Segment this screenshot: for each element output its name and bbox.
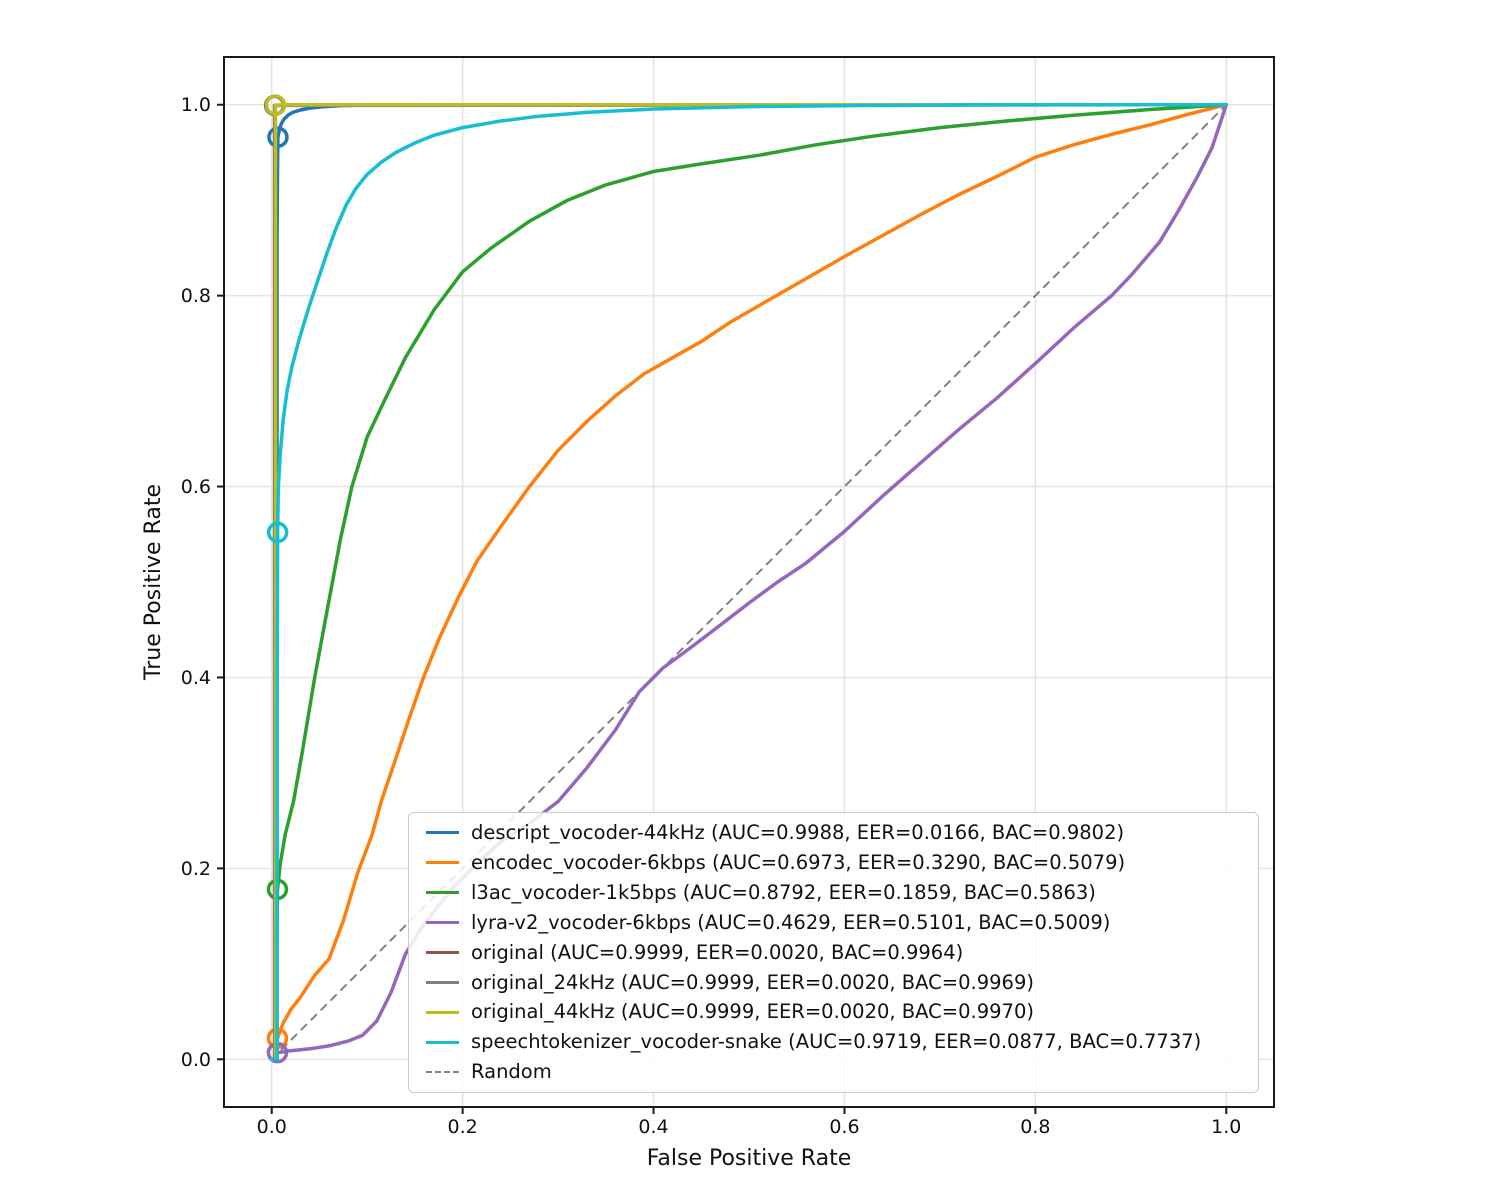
legend-entry-label: lyra-v2_vocoder-6kbps (AUC=0.4629, EER=0… xyxy=(471,910,1111,934)
x-tick-label: 1.0 xyxy=(1211,1116,1241,1138)
legend-entry-label: original_24kHz (AUC=0.9999, EER=0.0020, … xyxy=(471,970,1034,994)
op-point-marker-original_44kHz xyxy=(264,94,287,116)
op-point-marker-descript_vocoder-44kHz xyxy=(267,126,289,148)
legend-entry-original_44kHz: original_44kHz (AUC=0.9999, EER=0.0020, … xyxy=(409,998,1258,1026)
y-tick-label: 0.4 xyxy=(181,667,211,689)
curve-speechtokenizer_vocoder-snake xyxy=(269,102,1229,1062)
legend-line-sample xyxy=(426,980,459,984)
legend-entry-label: speechtokenizer_vocoder-snake (AUC=0.971… xyxy=(471,1030,1202,1054)
x-tick-label: 0.6 xyxy=(829,1116,859,1138)
legend-box: descript_vocoder-44kHz (AUC=0.9988, EER=… xyxy=(408,812,1259,1093)
legend-entry-label: original_44kHz (AUC=0.9999, EER=0.0020, … xyxy=(471,1000,1034,1024)
y-tick-label: 1.0 xyxy=(181,94,211,116)
legend-line-sample xyxy=(426,950,459,954)
legend-entry-label: encodec_vocoder-6kbps (AUC=0.6973, EER=0… xyxy=(471,851,1126,875)
legend-entry-label: descript_vocoder-44kHz (AUC=0.9988, EER=… xyxy=(471,821,1125,845)
legend-entry-encodec_vocoder-6kbps: encodec_vocoder-6kbps (AUC=0.6973, EER=0… xyxy=(409,849,1258,877)
x-tick-label: 0.8 xyxy=(1020,1116,1050,1138)
legend-entry-Random: Random xyxy=(409,1058,1258,1086)
curve-lyra-v2_vocoder-6kbps xyxy=(269,102,1229,1062)
legend-line-sample xyxy=(426,861,459,865)
x-tick-label: 0.4 xyxy=(638,1116,668,1138)
legend-entry-label: l3ac_vocoder-1k5bps (AUC=0.8792, EER=0.1… xyxy=(471,880,1096,904)
legend-line-sample xyxy=(426,891,459,895)
legend-entry-label: original (AUC=0.9999, EER=0.0020, BAC=0.… xyxy=(471,940,964,964)
legend-line-sample xyxy=(426,1040,459,1044)
legend-entry-lyra-v2_vocoder-6kbps: lyra-v2_vocoder-6kbps (AUC=0.4629, EER=0… xyxy=(409,909,1258,937)
legend-line-sample xyxy=(426,831,459,835)
legend-line-sample xyxy=(426,921,459,925)
op-point-marker-speechtokenizer_vocoder-snake xyxy=(266,521,289,544)
y-axis-label: True Positive Rate xyxy=(141,484,166,680)
x-axis-label: False Positive Rate xyxy=(646,1146,852,1171)
legend-entry-label: Random xyxy=(471,1060,552,1084)
curve-encodec_vocoder-6kbps xyxy=(269,102,1229,1062)
legend-line-sample xyxy=(426,1010,459,1014)
y-tick-label: 0.8 xyxy=(181,285,211,307)
legend-line-sample xyxy=(426,1071,459,1074)
y-tick-label: 0.0 xyxy=(181,1049,211,1071)
curve-l3ac_vocoder-1k5bps xyxy=(269,102,1229,1062)
legend-entry-l3ac_vocoder-1k5bps: l3ac_vocoder-1k5bps (AUC=0.8792, EER=0.1… xyxy=(409,879,1258,907)
y-tick-label: 0.6 xyxy=(181,476,211,498)
x-tick-label: 0.2 xyxy=(448,1116,478,1138)
x-tick-label: 0.0 xyxy=(257,1116,287,1138)
legend-entry-original: original (AUC=0.9999, EER=0.0020, BAC=0.… xyxy=(409,938,1258,966)
legend-entry-original_24kHz: original_24kHz (AUC=0.9999, EER=0.0020, … xyxy=(409,968,1258,996)
axes-spines xyxy=(223,56,1275,1108)
legend-entry-descript_vocoder-44kHz: descript_vocoder-44kHz (AUC=0.9988, EER=… xyxy=(409,819,1258,847)
y-tick-label: 0.2 xyxy=(181,858,211,880)
legend-entry-speechtokenizer_vocoder-snake: speechtokenizer_vocoder-snake (AUC=0.971… xyxy=(409,1028,1258,1056)
